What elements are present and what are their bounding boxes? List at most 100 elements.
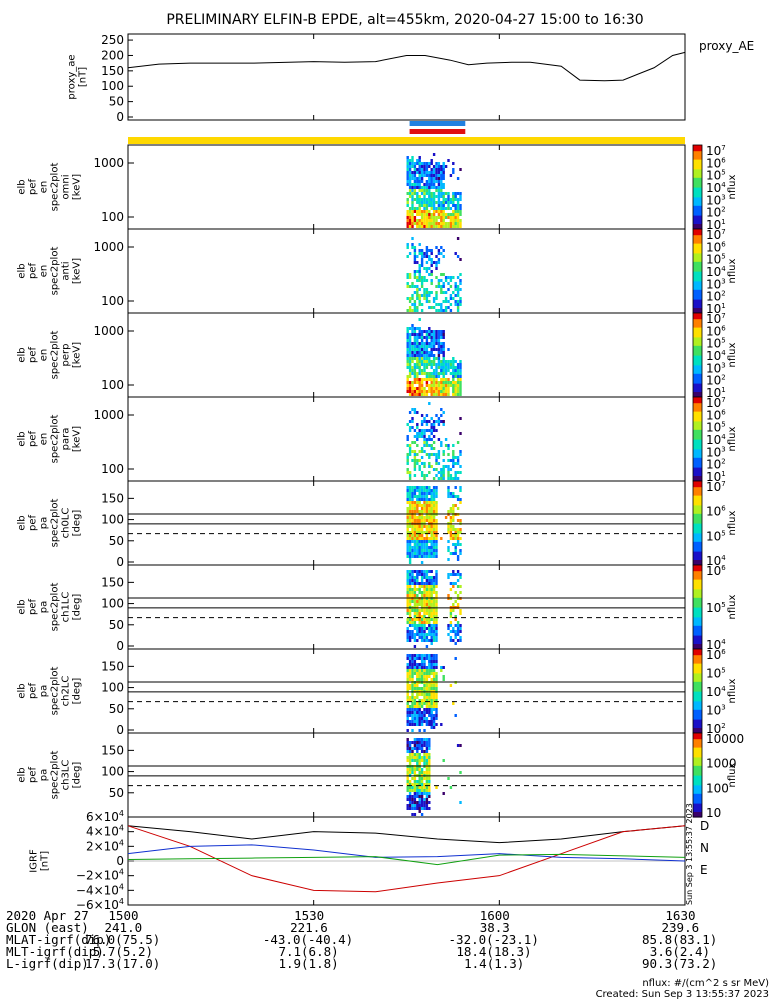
pa-panel-1-pixel (413, 615, 417, 618)
energy-panel-1-colorbar-swatch (693, 248, 702, 251)
energy-panel-2-pixel (413, 354, 417, 357)
zone-bar-blue (409, 121, 466, 126)
energy-panel-0-pixel (423, 210, 426, 213)
pa-panel-2-pixel (425, 654, 429, 657)
pa-panel-2-pixel (428, 702, 431, 705)
pa-panel-0-pixel (420, 537, 424, 540)
pa-panel-1-pixel (413, 603, 417, 606)
pa-panel-3-pixel (416, 801, 419, 804)
energy-panel-0-colorbar-swatch (693, 202, 702, 205)
energy-panel-0-pixel (411, 165, 414, 168)
energy-panel-3-pixel (428, 402, 431, 405)
pa-panel-1-colorbar-swatch (693, 570, 702, 573)
energy-panel-1-colorbar-swatch (693, 238, 702, 241)
pa-panel-1-pixel (408, 612, 412, 615)
energy-panel-2-pixel (428, 333, 431, 336)
pa-panel-2-pixel (423, 672, 426, 675)
energy-panel-3-pixel (423, 432, 426, 435)
pa-panel-2-pixel (435, 714, 438, 717)
pa-panel-2-pixel (425, 705, 429, 708)
energy-panel-1-pixel (423, 288, 426, 291)
energy-panel-0-pixel (430, 222, 433, 225)
energy-panel-0-pixel (435, 168, 438, 171)
pa-panel-2-pixel (411, 654, 414, 657)
energy-panel-1-pixel (459, 303, 462, 306)
energy-panel-0-pixel (406, 201, 409, 204)
energy-panel-0-pixel (456, 216, 460, 219)
energy-panel-2-colorbar-tick: 106 (706, 324, 726, 338)
energy-panel-0-pixel (418, 219, 421, 222)
energy-panel-0-colorbar-swatch (693, 147, 702, 150)
pa-panel-0-pixel (408, 486, 412, 489)
pa-panel-2-pixel (413, 717, 417, 720)
pa-panel-3-pixel (425, 744, 429, 747)
pa-panel-1-pixel (459, 573, 462, 576)
pa-panel-2-pixel (425, 711, 429, 714)
pa-panel-0-pixel (406, 516, 409, 519)
pa-panel-2-pixel (413, 654, 417, 657)
energy-panel-1-ylabel-line: en (39, 265, 50, 278)
footer-label-0: 2020 Apr 27 (6, 908, 89, 923)
pa-panel-2-pixel (411, 684, 414, 687)
pa-panel-3-pixel (408, 756, 412, 759)
energy-panel-3-pixel (437, 438, 441, 441)
pa-panel-0-pixel (430, 546, 433, 549)
energy-panel-1-pixel (413, 261, 417, 264)
pa-panel-3-pixel (413, 747, 417, 750)
pa-panel-0-colorbar-swatch (693, 489, 702, 492)
energy-panel-2-colorbar-swatch (693, 350, 702, 353)
energy-panel-2-pixel (435, 366, 438, 369)
pa-panel-3-colorbar-swatch (693, 786, 702, 789)
energy-panel-1-pixel (428, 294, 431, 297)
energy-panel-0-pixel (425, 189, 429, 192)
energy-panel-0-pixel (425, 168, 429, 171)
energy-panel-3-colorbar-swatch (693, 422, 702, 425)
energy-panel-2-pixel (416, 360, 419, 363)
pa-panel-1-pixel (411, 582, 414, 585)
energy-panel-0-colorbar-swatch (693, 175, 702, 178)
energy-panel-2-pixel (408, 336, 412, 339)
energy-panel-0-pixel (420, 174, 424, 177)
pa-panel-2-pixel (435, 711, 438, 714)
energy-panel-3-pixel (425, 429, 429, 432)
energy-panel-2-pixel (418, 378, 421, 381)
pa-panel-0-pixel (459, 489, 462, 492)
pa-panel-1-colorbar-swatch (693, 600, 702, 602)
energy-panel-2-pixel (432, 357, 436, 360)
energy-panel-1-pixel (447, 300, 450, 303)
pa-panel-1-colorbar-swatch (693, 608, 702, 611)
energy-panel-3-colorbar-swatch (693, 408, 702, 411)
pa-panel-0-pixel (449, 537, 453, 540)
pa-panel-2-pixel (425, 657, 429, 660)
energy-panel-3-colorbar-swatch (693, 474, 702, 476)
energy-panel-0-ytick-label: 100 (101, 210, 124, 224)
energy-panel-1-pixel (428, 258, 431, 261)
pa-panel-2-colorbar-swatch (693, 678, 702, 681)
energy-panel-0-pixel (418, 171, 421, 174)
pa-panel-0-colorbar-swatch (693, 488, 702, 490)
energy-panel-0-pixel (413, 189, 417, 192)
pa-panel-2-pixel (408, 678, 412, 681)
energy-panel-2-colorbar-swatch (693, 370, 702, 373)
pa-panel-0-pixel (406, 534, 409, 537)
pa-panel-1-pixel (420, 579, 424, 582)
pa-panel-0-pixel (408, 492, 412, 495)
energy-panel-2-pixel (408, 339, 412, 342)
energy-panel-1-pixel (423, 276, 426, 279)
energy-panel-3-colorbar-swatch (693, 427, 702, 430)
energy-panel-0-colorbar-tick: 106 (706, 156, 726, 170)
energy-panel-2-pixel (423, 387, 426, 390)
pa-panel-0-colorbar-swatch (693, 535, 702, 538)
pa-panel-0-pixel (416, 519, 419, 522)
pa-panel-0-pixel (449, 534, 453, 537)
energy-panel-2-pixel (440, 369, 443, 372)
energy-panel-3-colorbar-swatch (693, 434, 702, 437)
energy-panel-0-colorbar-swatch (693, 163, 702, 166)
energy-panel-2-pixel (418, 363, 421, 366)
pa-panel-1-pixel (428, 603, 431, 606)
energy-panel-0-pixel (459, 213, 462, 216)
energy-panel-0-ylabel-line: pef (28, 179, 39, 196)
pa-panel-0-pixel (428, 552, 431, 555)
pa-panel-1-pixel (416, 570, 419, 573)
pa-panel-1-pixel (420, 600, 424, 603)
